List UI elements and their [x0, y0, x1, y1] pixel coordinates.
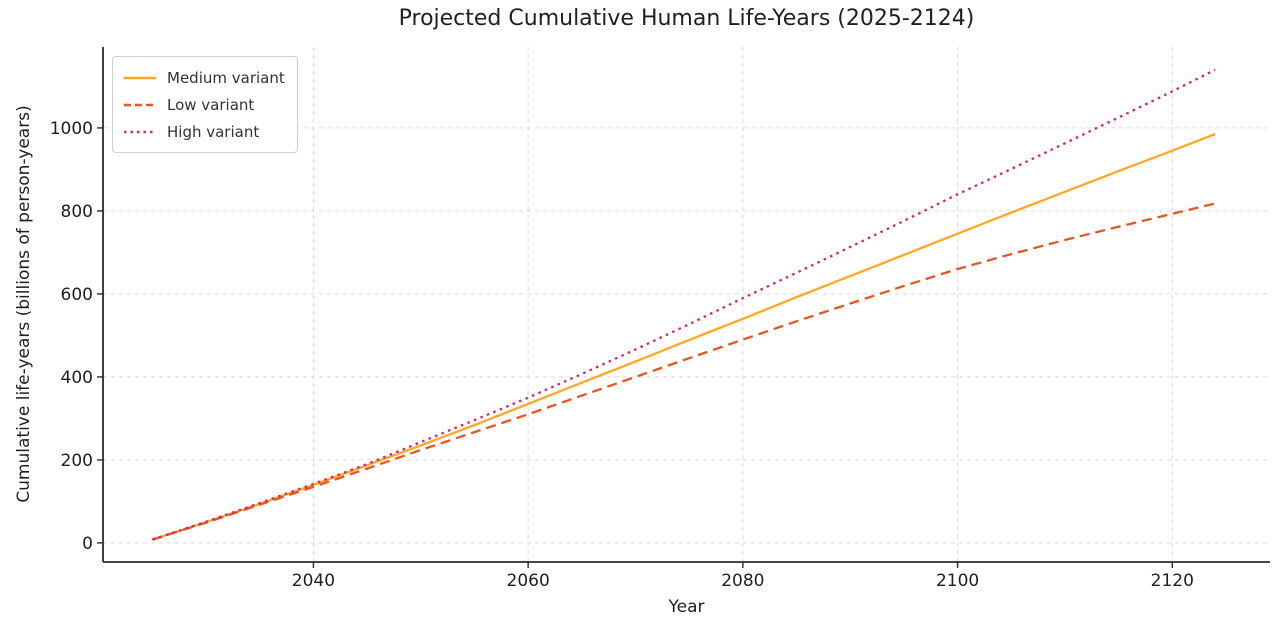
x-tick-label: 2100: [936, 571, 979, 591]
legend: Medium variant Low variant High variant: [112, 56, 298, 153]
x-tick-label: 2040: [292, 571, 335, 591]
y-tick-label: 800: [61, 202, 93, 222]
legend-label-medium: Medium variant: [167, 68, 285, 87]
y-tick-label: 200: [61, 451, 93, 471]
y-tick-label: 0: [82, 534, 93, 554]
legend-item-high-variant: High variant: [123, 118, 285, 145]
legend-item-low-variant: Low variant: [123, 91, 285, 118]
x-tick-label: 2060: [507, 571, 550, 591]
legend-item-medium-variant: Medium variant: [123, 64, 285, 91]
x-tick-label: 2120: [1151, 571, 1194, 591]
series-line-high-variant: [152, 68, 1216, 541]
y-axis-label: Cumulative life-years (billions of perso…: [14, 105, 34, 503]
legend-label-low: Low variant: [167, 95, 255, 114]
y-tick-label: 600: [61, 285, 93, 305]
legend-line-sample-high-icon: [124, 130, 156, 133]
y-tick-label: 1000: [50, 119, 93, 139]
legend-label-high: High variant: [167, 122, 260, 141]
x-axis-label: Year: [668, 597, 705, 617]
series-line-low-variant: [152, 202, 1216, 541]
x-tick-label: 2080: [721, 571, 764, 591]
legend-line-sample-medium-icon: [124, 76, 156, 79]
legend-line-sample-low-icon: [124, 103, 156, 106]
chart-title: Projected Cumulative Human Life-Years (2…: [398, 6, 975, 31]
y-tick-label: 400: [61, 368, 93, 388]
series-line-medium-variant: [152, 133, 1216, 541]
